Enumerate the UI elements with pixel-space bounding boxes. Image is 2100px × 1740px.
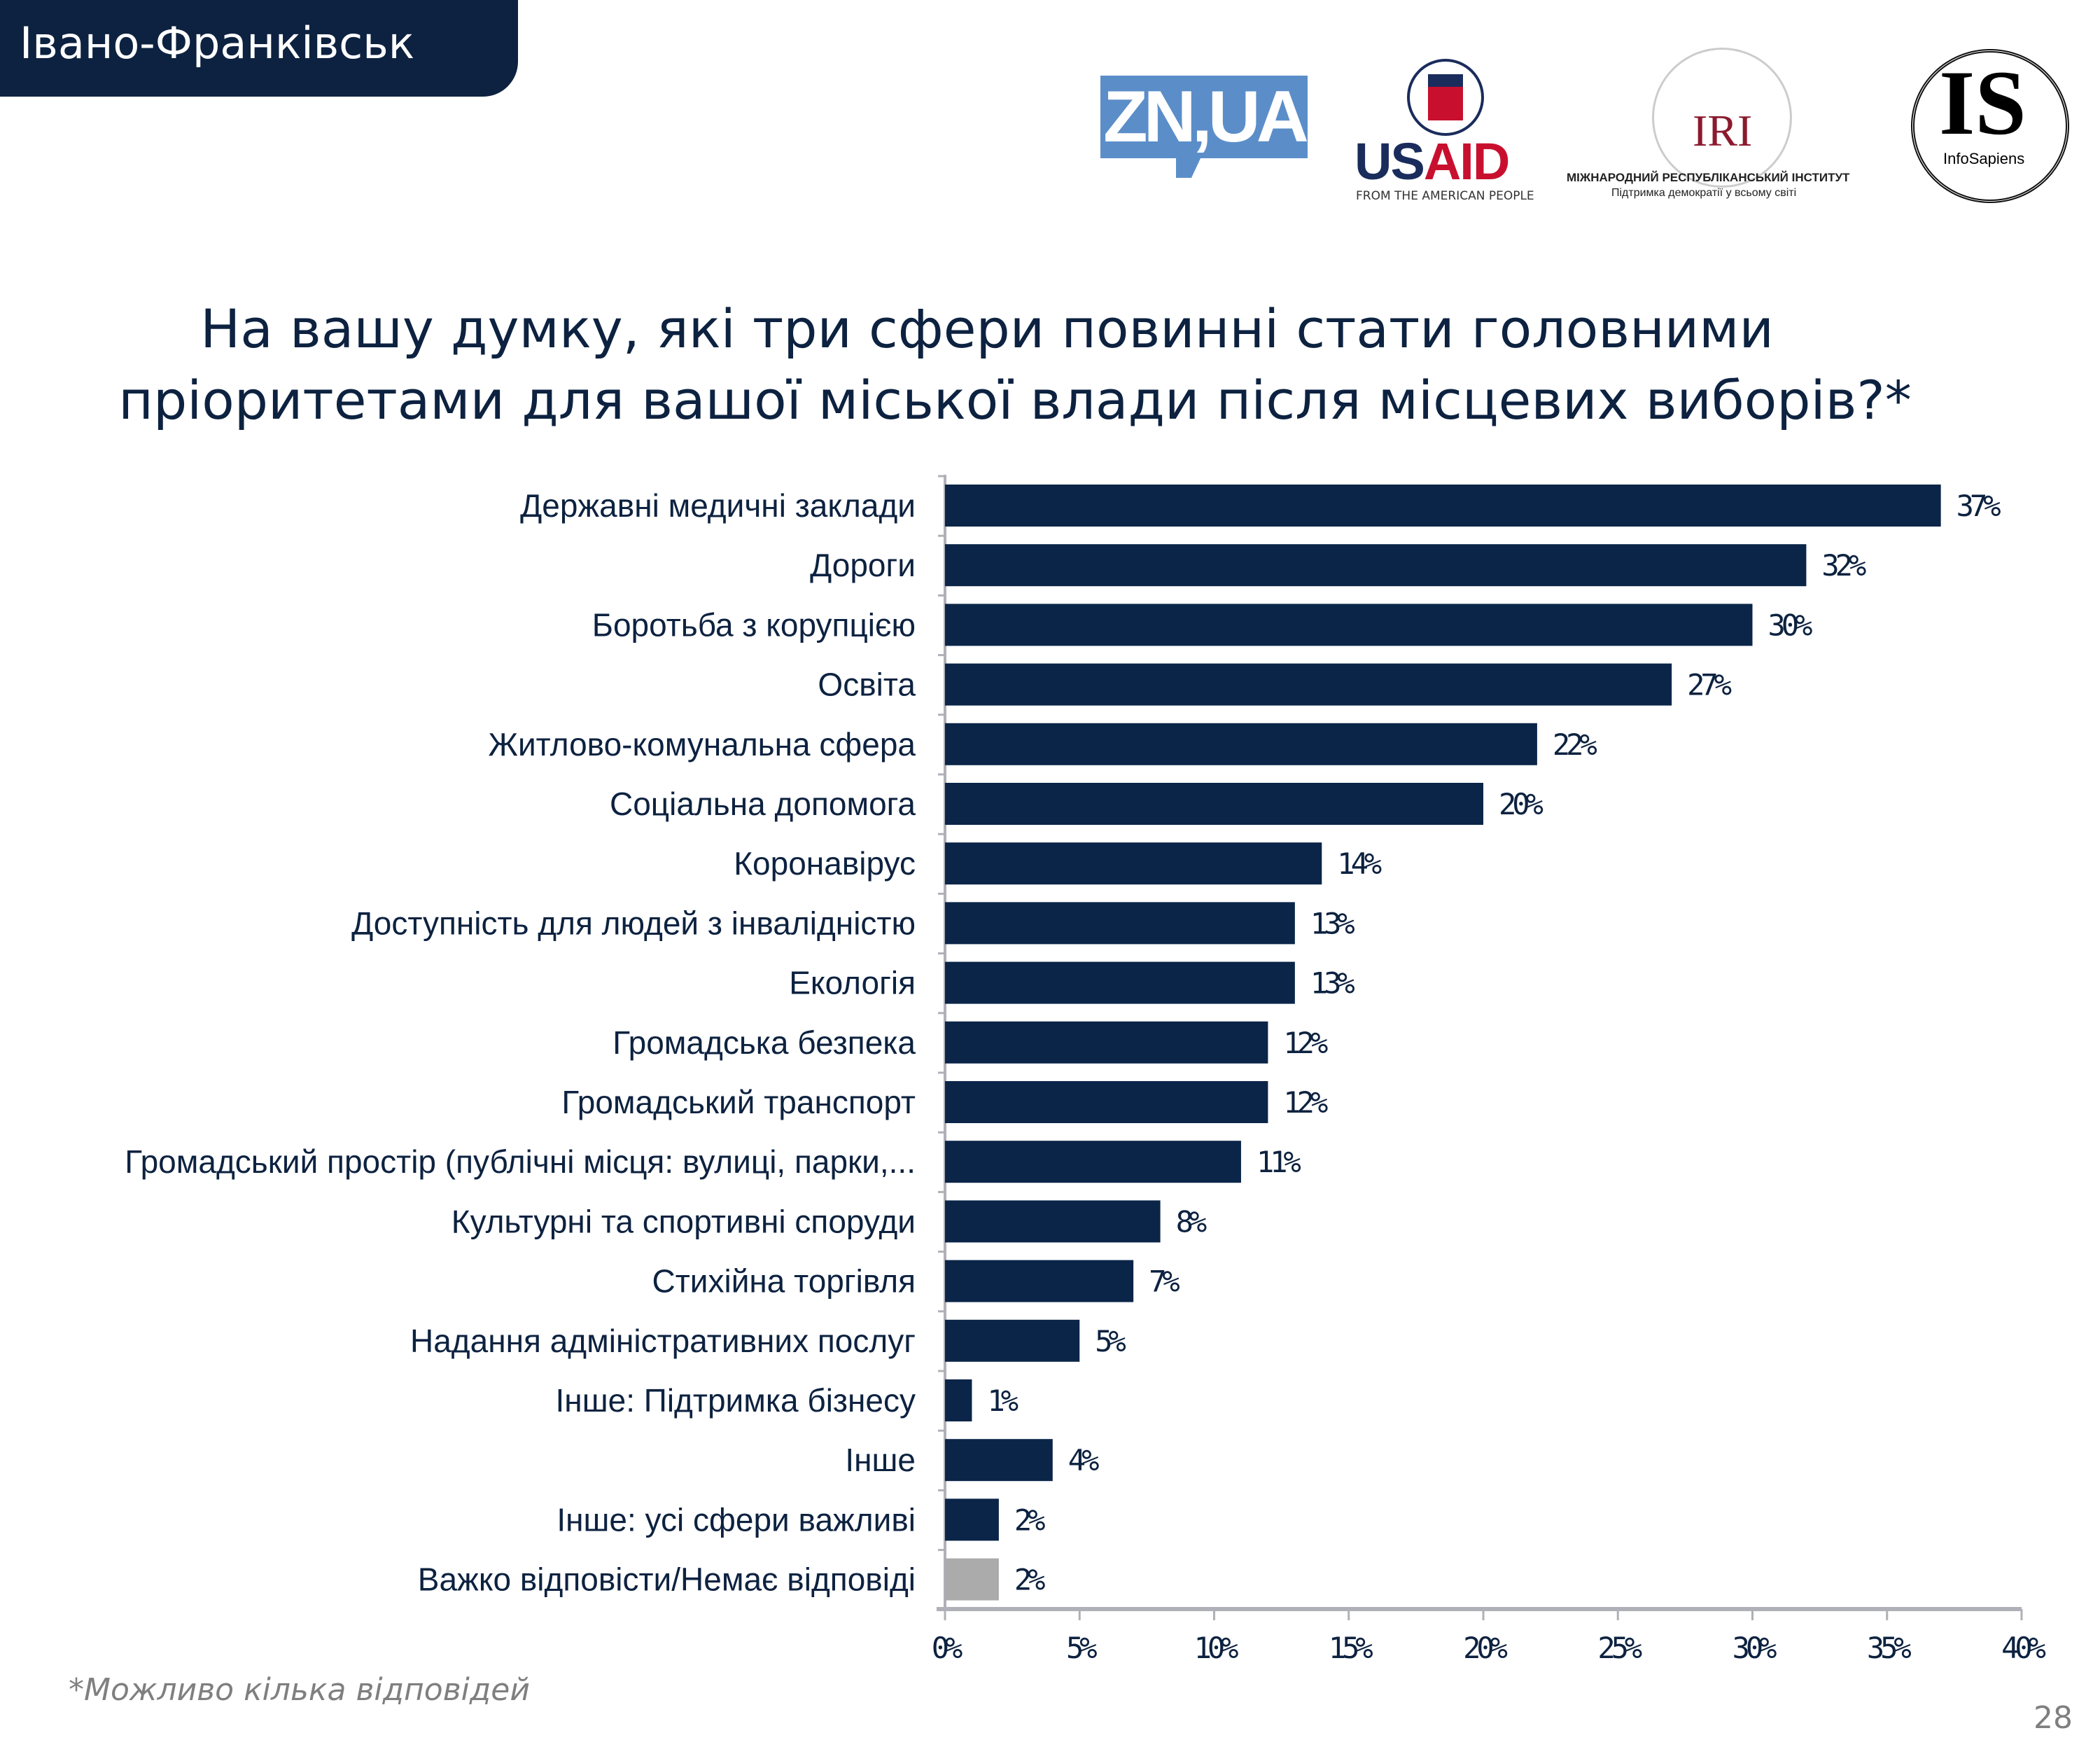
- data-label: 20%: [1499, 787, 1544, 821]
- infosapiens-name: InfoSapiens: [1943, 150, 2025, 167]
- data-label: 13%: [1310, 966, 1355, 1001]
- bar: [945, 961, 1295, 1004]
- bar: [945, 1081, 1268, 1123]
- category-label: Освіта: [818, 667, 916, 703]
- category-label: Інше: [845, 1442, 916, 1478]
- bar: [945, 1439, 1053, 1482]
- data-label: 12%: [1283, 1085, 1328, 1120]
- usaid-seal-icon: [1407, 59, 1484, 136]
- x-tick-label: 5%: [1066, 1631, 1097, 1665]
- bar: [945, 902, 1295, 945]
- x-tick-label: 40%: [2001, 1631, 2046, 1665]
- category-label: Громадська безпека: [612, 1024, 916, 1061]
- data-label: 11%: [1256, 1145, 1301, 1179]
- bar: [945, 604, 1753, 646]
- bar: [945, 1558, 999, 1601]
- chart-title-line-1: На вашу думку, які три сфери повинні ста…: [200, 298, 1774, 360]
- bar: [945, 1200, 1161, 1243]
- data-label: 4%: [1068, 1443, 1099, 1477]
- city-title: Івано-Франківськ: [20, 18, 415, 69]
- category-label: Громадський транспорт: [561, 1084, 916, 1120]
- page-number: 28: [2033, 1700, 2073, 1736]
- x-tick-label: 30%: [1732, 1631, 1777, 1665]
- data-label: 13%: [1310, 906, 1355, 940]
- data-label: 5%: [1095, 1324, 1126, 1358]
- category-label: Важко відповісти/Немає відповіді: [418, 1561, 916, 1598]
- zn-logo-tail: [1176, 157, 1201, 178]
- iri-subtitle: МІЖНАРОДНИЙ РЕСПУБЛІКАНСЬКИЙ ІНСТИТУТ: [1567, 171, 1850, 184]
- category-label: Державні медичні заклади: [520, 487, 916, 524]
- footnote: *Можливо кілька відповідей: [69, 1672, 530, 1708]
- data-label: 2%: [1014, 1503, 1045, 1537]
- bar: [945, 783, 1483, 825]
- infosapiens-circle-icon: [1911, 49, 2069, 203]
- infosapiens-logo: IS: [1939, 51, 2026, 154]
- data-label: 14%: [1337, 847, 1382, 881]
- bar: [945, 723, 1537, 765]
- category-label: Доступність для людей з інвалідністю: [351, 905, 916, 941]
- iri-globe-icon: [1652, 48, 1792, 188]
- data-label: 30%: [1768, 608, 1813, 642]
- data-label: 27%: [1687, 668, 1732, 702]
- category-label: Екологія: [789, 965, 916, 1001]
- category-label: Дороги: [810, 547, 916, 583]
- bar: [945, 1021, 1268, 1064]
- category-label: Боротьба з корупцією: [592, 606, 916, 643]
- data-label: 8%: [1176, 1204, 1207, 1239]
- category-label: Житлово-комунальна сфера: [488, 726, 916, 763]
- category-label: Інше: Підтримка бізнесу: [556, 1382, 916, 1419]
- zn-ua-logo: ZN,UA: [1100, 76, 1309, 158]
- bar: [945, 1260, 1134, 1302]
- x-tick-label: 35%: [1867, 1631, 1912, 1665]
- category-label: Стихійна торгівля: [652, 1263, 916, 1300]
- data-label: 1%: [987, 1384, 1018, 1418]
- category-label: Громадський простір (публічні місця: вул…: [125, 1143, 916, 1180]
- bar: [945, 1319, 1080, 1362]
- chart-title-line-2: пріоритетами для вашої міської влади піс…: [118, 369, 1912, 431]
- bar: [945, 544, 1807, 587]
- data-label: 32%: [1821, 548, 1866, 583]
- data-label: 12%: [1283, 1026, 1328, 1060]
- bar: [945, 1498, 999, 1541]
- iri-logo: IRI: [1693, 106, 1753, 155]
- bar: [945, 485, 1941, 527]
- x-tick-label: 25%: [1597, 1631, 1642, 1665]
- category-label: Соціальна допомога: [610, 786, 916, 822]
- bar: [945, 842, 1322, 885]
- x-tick-label: 0%: [932, 1631, 962, 1665]
- category-label: Надання адміністративних послуг: [410, 1323, 916, 1359]
- data-label: 22%: [1553, 728, 1597, 762]
- data-label: 37%: [1956, 489, 2001, 523]
- x-tick-label: 15%: [1329, 1631, 1373, 1665]
- category-label: Коронавірус: [734, 845, 916, 882]
- usaid-logo: USAID: [1354, 132, 1510, 190]
- x-tick-label: 20%: [1463, 1631, 1508, 1665]
- data-label: 2%: [1014, 1563, 1045, 1597]
- bar: [945, 663, 1672, 706]
- header-banner: Івано-Франківськ: [0, 0, 518, 97]
- bar: [945, 1141, 1241, 1183]
- usaid-subtitle: FROM THE AMERICAN PEOPLE: [1356, 189, 1534, 203]
- bar: [945, 1379, 972, 1421]
- iri-tagline: Підтримка демократії у всьому світі: [1611, 187, 1797, 199]
- category-label: Культурні та спортивні споруди: [451, 1203, 916, 1239]
- data-label: 7%: [1149, 1265, 1180, 1299]
- x-tick-label: 10%: [1194, 1631, 1239, 1665]
- category-label: Інше: усі сфери важливі: [556, 1501, 916, 1538]
